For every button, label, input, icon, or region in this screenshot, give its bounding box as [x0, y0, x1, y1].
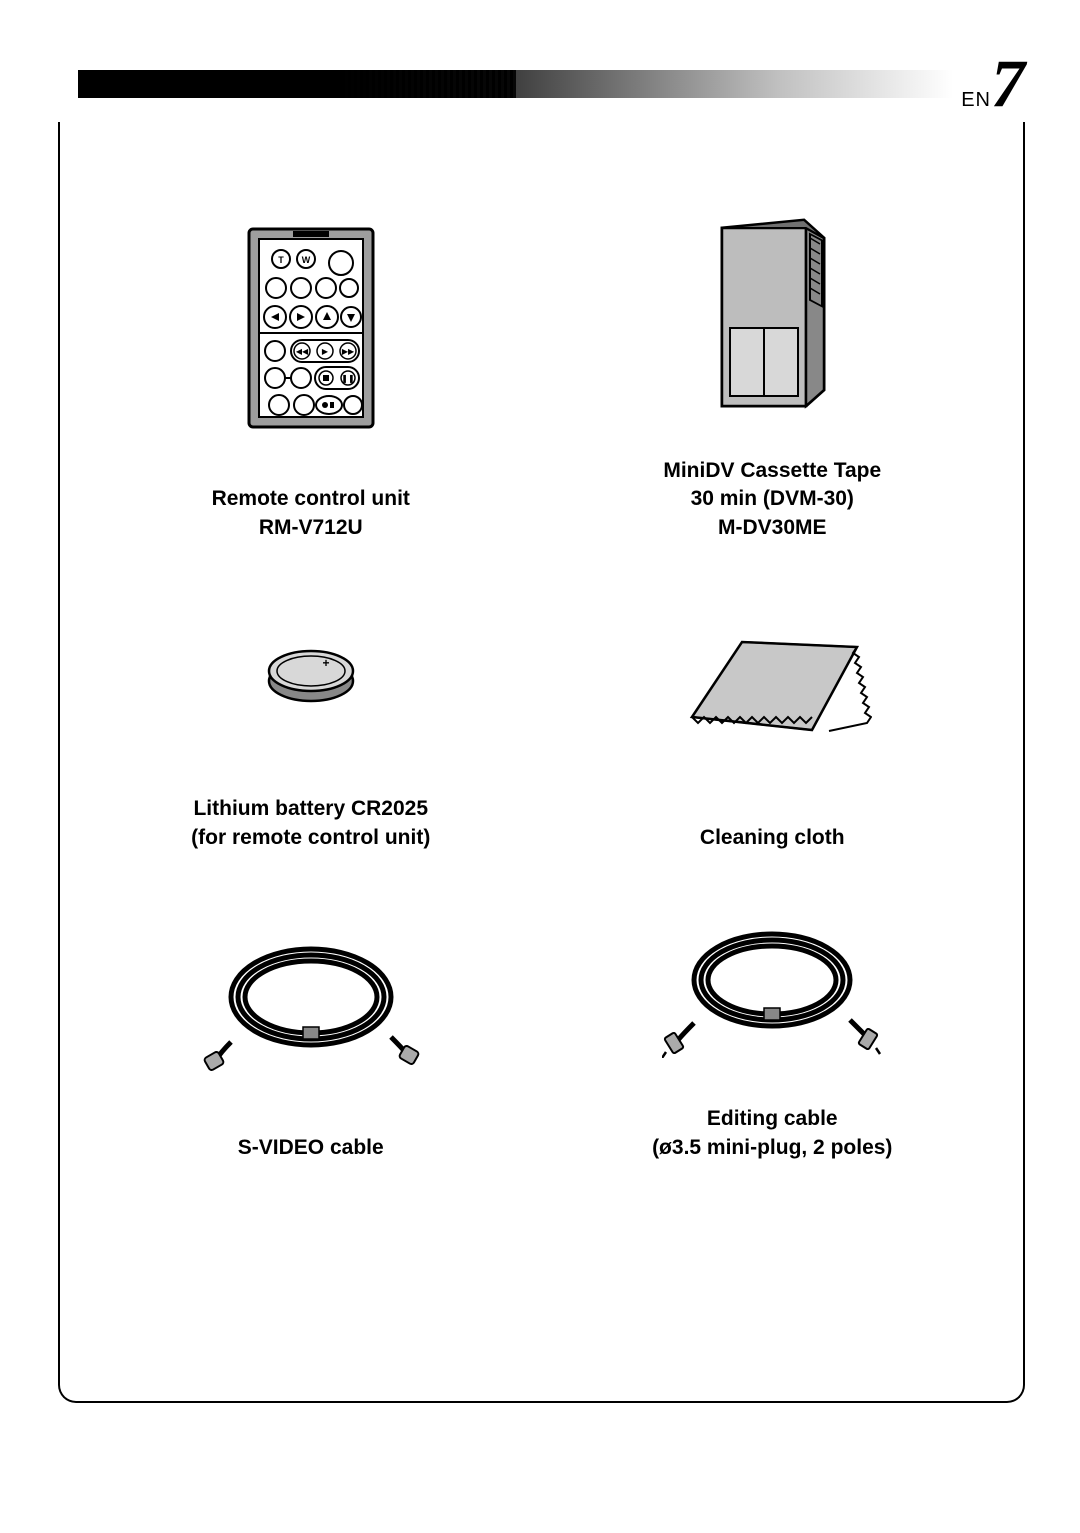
- item-svideo-cable: S-VIDEO cable: [100, 872, 522, 1162]
- cloth-illustration: [562, 562, 984, 812]
- caption-line: Remote control unit: [212, 485, 410, 513]
- item-cleaning-cloth: Cleaning cloth: [562, 562, 984, 852]
- caption-line: RM-V712U: [212, 514, 410, 542]
- caption-line: (ø3.5 mini-plug, 2 poles): [652, 1134, 892, 1162]
- accessories-grid: T W: [100, 182, 983, 1162]
- caption-line: Lithium battery CR2025: [191, 795, 430, 823]
- caption-line: (for remote control unit): [191, 824, 430, 852]
- svg-text:T: T: [278, 255, 284, 265]
- svg-text:+: +: [322, 656, 329, 670]
- caption-line: S-VIDEO cable: [238, 1134, 384, 1162]
- content-frame: T W: [58, 122, 1025, 1403]
- item-remote-control: T W: [100, 182, 522, 542]
- caption-line: 30 min (DVM-30): [663, 485, 881, 513]
- caption-line: M-DV30ME: [663, 514, 881, 542]
- page-number: 7: [991, 56, 1025, 110]
- page-header: EN 7: [78, 60, 1025, 108]
- svg-text:❚❚: ❚❚: [341, 374, 354, 383]
- item-caption: Cleaning cloth: [700, 824, 845, 852]
- item-caption: S-VIDEO cable: [238, 1134, 384, 1162]
- svg-text:▶▶: ▶▶: [342, 347, 355, 356]
- svg-text:◀◀: ◀◀: [296, 347, 309, 356]
- remote-control-illustration: T W: [100, 182, 522, 473]
- item-caption: MiniDV Cassette Tape 30 min (DVM-30) M-D…: [663, 457, 881, 542]
- page-language-code: EN: [961, 89, 991, 112]
- editing-cable-illustration: [562, 872, 984, 1093]
- header-gradient-bar: [78, 70, 953, 98]
- svideo-cable-illustration: [100, 872, 522, 1122]
- page-number-block: EN 7: [961, 56, 1025, 112]
- svg-text:▶: ▶: [322, 347, 329, 356]
- caption-line: Cleaning cloth: [700, 824, 845, 852]
- svg-text:W: W: [302, 255, 311, 265]
- caption-line: Editing cable: [652, 1105, 892, 1133]
- item-cassette: MiniDV Cassette Tape 30 min (DVM-30) M-D…: [562, 182, 984, 542]
- item-lithium-battery: + Lithium battery CR2025 (for remote con…: [100, 562, 522, 852]
- item-caption: Lithium battery CR2025 (for remote contr…: [191, 795, 430, 852]
- cassette-illustration: [562, 182, 984, 445]
- battery-illustration: +: [100, 562, 522, 783]
- item-caption: Remote control unit RM-V712U: [212, 485, 410, 542]
- caption-line: MiniDV Cassette Tape: [663, 457, 881, 485]
- item-caption: Editing cable (ø3.5 mini-plug, 2 poles): [652, 1105, 892, 1162]
- item-editing-cable: Editing cable (ø3.5 mini-plug, 2 poles): [562, 872, 984, 1162]
